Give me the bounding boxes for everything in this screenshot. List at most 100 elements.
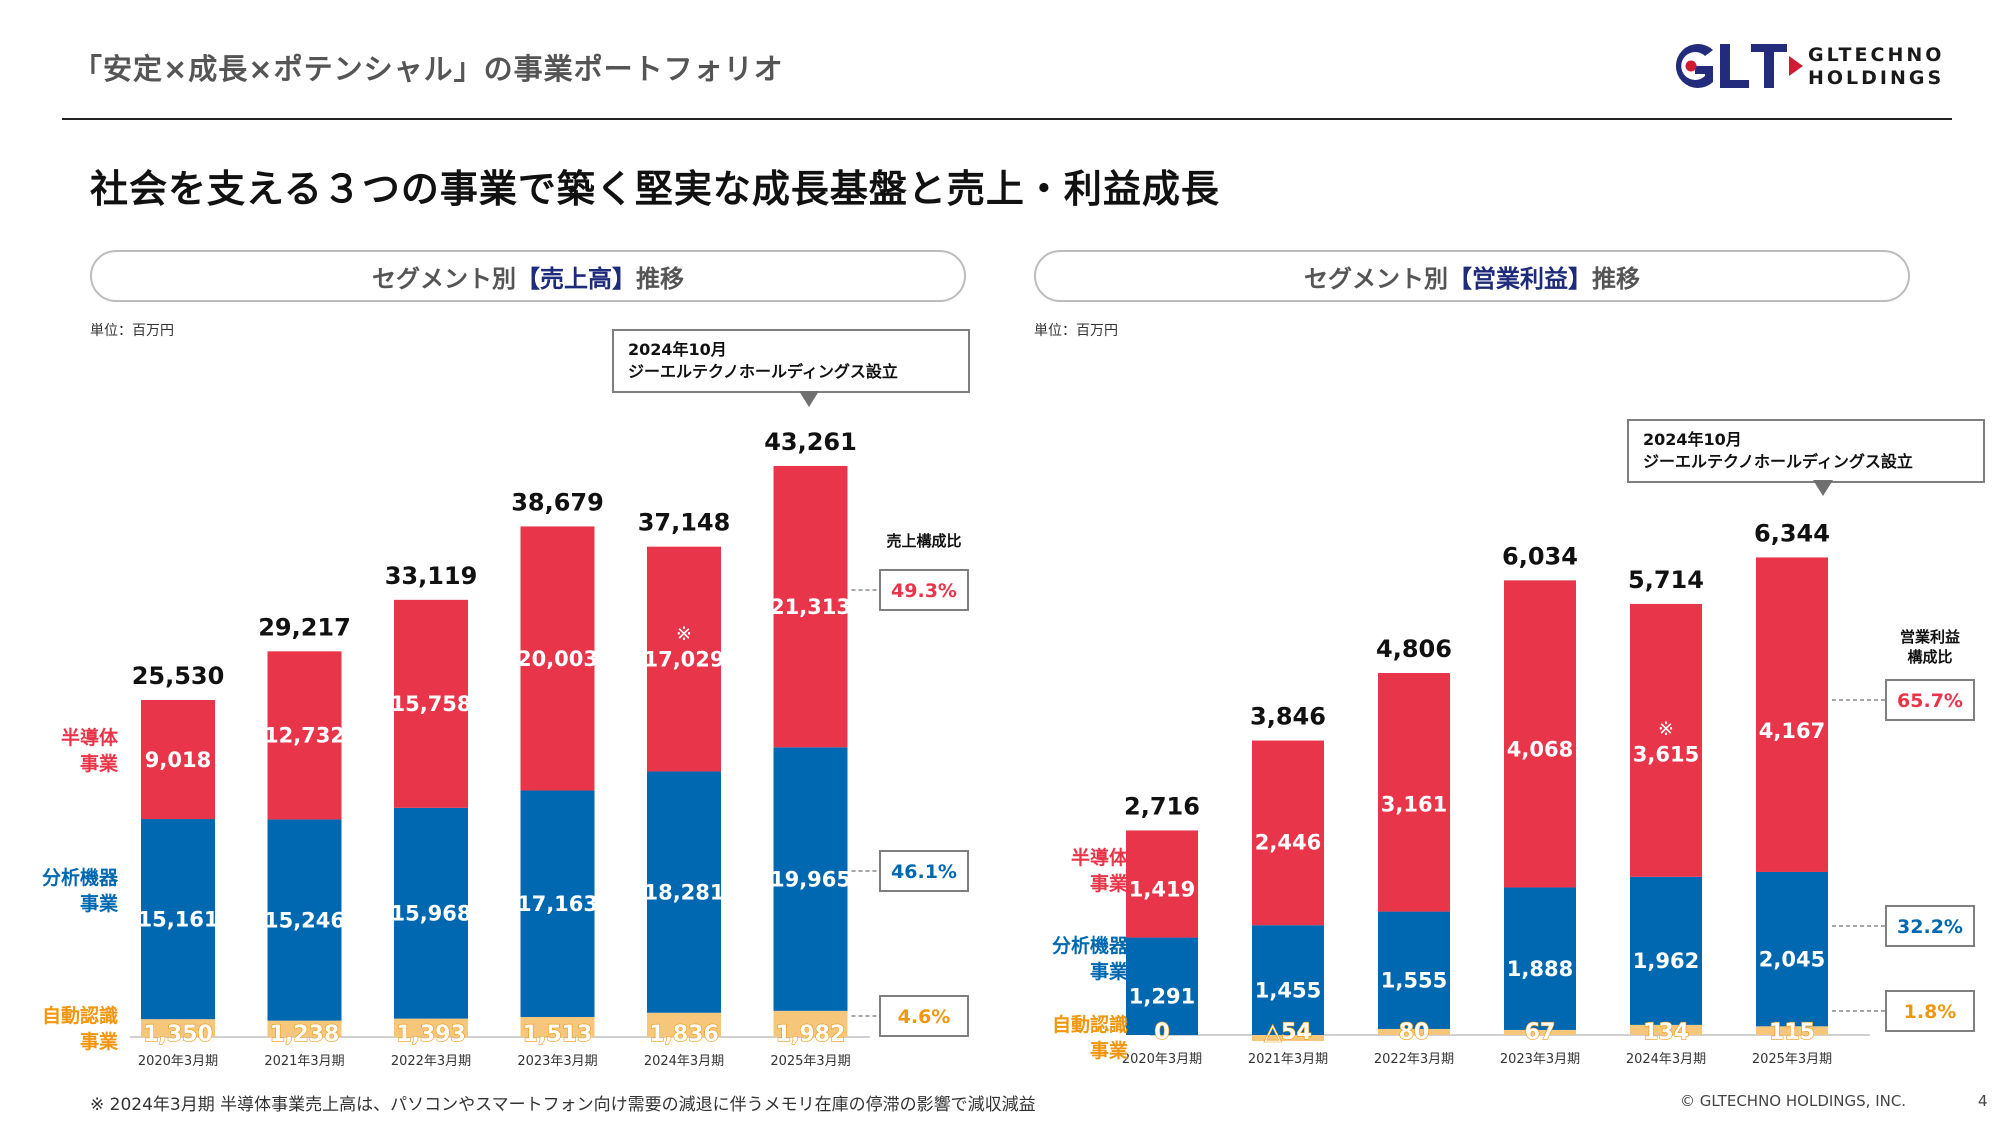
- copyright: © GLTECHNO HOLDINGS, INC.: [1680, 1092, 1907, 1110]
- data-label-auto-id: 1,982: [776, 1022, 846, 1047]
- x-tick-label: 2025年3月期: [1752, 1052, 1832, 1067]
- bar-auto-id: [141, 1019, 215, 1037]
- revenue-title-prefix: セグメント別: [372, 264, 516, 293]
- page-number: 4: [1978, 1092, 1988, 1110]
- data-label-auto-id: 67: [1525, 1020, 1556, 1045]
- revenue-title-highlight: 【売上高】: [516, 264, 636, 293]
- total-label: 33,119: [385, 562, 478, 590]
- data-label-semiconductor: 9,018: [145, 748, 211, 772]
- page-title: 「安定×成長×ポテンシャル」の事業ポートフォリオ: [73, 52, 784, 86]
- note-mark: ※: [1658, 718, 1674, 740]
- operating-profit-chart: 1,419 1,291 0 2,716 2020年3月期 2,446 1,455 △54 3,8…: [1052, 519, 1975, 1067]
- data-label-semiconductor: 20,003: [517, 647, 598, 671]
- bar-semiconductor: [1504, 580, 1576, 888]
- bar-auto-id: [1630, 1024, 1702, 1035]
- total-label: 3,846: [1250, 703, 1326, 731]
- bar-analytical: [1756, 871, 1828, 1027]
- bar-auto-id: [773, 1010, 848, 1037]
- data-label-auto-id: 1,836: [649, 1022, 719, 1047]
- x-tick-label: 2024年3月期: [644, 1054, 724, 1069]
- data-label-semiconductor: 3,161: [1381, 793, 1447, 817]
- x-tick-label: 2024年3月期: [1626, 1052, 1706, 1067]
- ratio-title: 構成比: [1907, 648, 1952, 666]
- logo-line-2: HOLDINGS: [1808, 67, 1945, 89]
- data-label-semiconductor: 15,758: [390, 692, 471, 716]
- company-logo: GLTECHNO HOLDINGS: [1665, 36, 1955, 96]
- callout-text: ジーエルテクノホールディングス設立: [628, 362, 898, 381]
- headline: 社会を支える３つの事業で築く堅実な成長基盤と売上・利益成長: [90, 167, 1220, 211]
- data-label-semiconductor: 1,419: [1129, 878, 1195, 902]
- x-tick-label: 2020年3月期: [138, 1054, 218, 1069]
- ratio-title: 営業利益: [1900, 628, 1960, 646]
- bar-auto-id-negative: [1252, 1035, 1324, 1041]
- logo-wordmark: GLTECHNO HOLDINGS: [1808, 44, 1944, 90]
- bar-semiconductor: [1630, 603, 1702, 877]
- data-label-analytical: 1,555: [1381, 969, 1447, 993]
- segment-label-semiconductor: 事業: [80, 752, 119, 775]
- x-tick-label: 2022年3月期: [1374, 1052, 1454, 1067]
- bar-analytical: [647, 771, 721, 1013]
- total-label: 25,530: [132, 662, 225, 690]
- bar-semiconductor: [1126, 830, 1198, 938]
- total-label: 37,148: [638, 509, 731, 537]
- data-label-analytical: 15,968: [390, 902, 471, 926]
- bar-analytical: [267, 819, 342, 1021]
- revenue-callout: 2024年10月 ジーエルテクノホールディングス設立: [612, 329, 970, 393]
- data-label-auto-id: 134: [1643, 1020, 1689, 1045]
- bar-semiconductor: [773, 465, 848, 748]
- data-label-analytical: 15,246: [264, 908, 345, 932]
- total-label: 5,714: [1628, 566, 1704, 594]
- data-label-semiconductor: 12,732: [264, 724, 345, 748]
- data-label-auto-id: 0: [1154, 1020, 1169, 1045]
- revenue-chart: 9,018 15,161 1,350 25,530 2020年3月期 12,732 15,2…: [42, 428, 969, 1069]
- data-label-analytical: 1,962: [1633, 949, 1699, 973]
- bar-analytical: [1630, 876, 1702, 1025]
- ratio-box: [879, 850, 969, 892]
- data-label-analytical: 2,045: [1759, 947, 1825, 971]
- ratio-box: [1885, 679, 1975, 721]
- revenue-title-suffix: 推移: [636, 264, 684, 293]
- segment-label-semiconductor: 半導体: [61, 726, 119, 749]
- ratio-value-auto-id: 1.8%: [1904, 1001, 1957, 1023]
- data-label-analytical: 15,161: [137, 907, 218, 931]
- data-label-auto-id: 115: [1769, 1020, 1815, 1045]
- segment-label-analytical: 事業: [1090, 960, 1129, 983]
- data-label-analytical: 1,455: [1255, 978, 1321, 1002]
- note-mark: ※: [676, 623, 692, 645]
- data-label-semiconductor: 4,068: [1507, 738, 1573, 762]
- callout-date: 2024年10月: [628, 340, 727, 359]
- profit-title-suffix: 推移: [1592, 264, 1640, 293]
- data-label-semiconductor: 17,029: [643, 647, 724, 671]
- bar-auto-id: [267, 1020, 342, 1037]
- segment-label-auto-id: 事業: [80, 1030, 119, 1053]
- logo-line-1: GLTECHNO: [1808, 44, 1945, 66]
- footnote: ※ 2024年3月期 半導体事業売上高は、パソコンやスマートフォン向け需要の減退…: [90, 1095, 1036, 1115]
- profit-title-highlight: 【営業利益】: [1448, 264, 1592, 293]
- ratio-value-semiconductor: 49.3%: [891, 580, 957, 602]
- callout-text: ジーエルテクノホールディングス設立: [1643, 452, 1913, 471]
- segment-label-semiconductor: 半導体: [1071, 846, 1129, 869]
- bar-semiconductor: [141, 700, 215, 820]
- ratio-box: [879, 995, 969, 1037]
- revenue-unit-label: 単位：百万円: [90, 323, 174, 339]
- segment-label-auto-id: 自動認識: [42, 1004, 118, 1027]
- bar-auto-id: [1378, 1028, 1450, 1035]
- header-divider: [62, 118, 1952, 120]
- ratio-value-auto-id: 4.6%: [898, 1006, 951, 1028]
- bar-auto-id: [1756, 1026, 1828, 1035]
- bar-semiconductor: [394, 599, 468, 808]
- bar-semiconductor: [647, 546, 721, 772]
- total-label: 43,261: [764, 428, 857, 456]
- revenue-section-title: セグメント別 【売上高】 推移: [90, 250, 966, 302]
- bar-analytical: [1378, 911, 1450, 1029]
- ratio-value-semiconductor: 65.7%: [1897, 690, 1963, 712]
- segment-label-analytical: 分析機器: [1052, 934, 1129, 957]
- x-tick-label: 2021年3月期: [1248, 1052, 1328, 1067]
- bar-auto-id: [647, 1012, 721, 1037]
- ratio-box: [1885, 905, 1975, 947]
- bar-analytical: [773, 747, 848, 1011]
- data-label-auto-id: 1,513: [523, 1022, 593, 1047]
- bar-analytical: [394, 807, 468, 1019]
- total-label: 2,716: [1124, 792, 1200, 820]
- profit-callout: 2024年10月 ジーエルテクノホールディングス設立: [1627, 419, 1985, 483]
